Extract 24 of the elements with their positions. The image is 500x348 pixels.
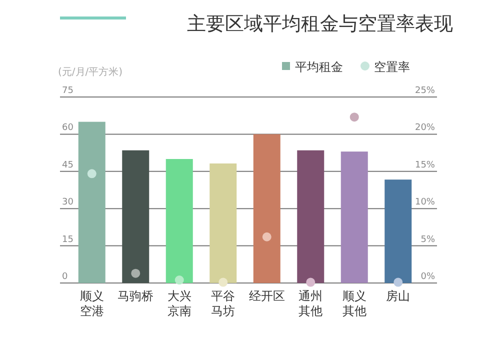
y-tick-label: 15 bbox=[62, 234, 74, 245]
x-tick-label: 房山 bbox=[386, 289, 410, 303]
y-tick-label: 0 bbox=[62, 272, 68, 282]
y-tick-label: 60 bbox=[62, 123, 74, 134]
y2-tick-label: 20% bbox=[414, 123, 436, 134]
x-tick-label: 马驹桥 bbox=[118, 289, 154, 303]
y2-tick-label: 10% bbox=[414, 198, 436, 208]
x-tick-label: 顺义空港 bbox=[80, 289, 104, 318]
x-tick-label: 平谷马坊 bbox=[211, 289, 236, 318]
y-axis-title: (元/月/平方米) bbox=[58, 66, 123, 78]
x-tick-label: 大兴京南 bbox=[167, 289, 192, 318]
y-tick-label: 75 bbox=[62, 86, 74, 96]
y2-tick-label: 25% bbox=[414, 86, 436, 96]
chart-title: 主要区域平均租金与空置率表现 bbox=[187, 13, 453, 35]
y-tick-label: 30 bbox=[62, 198, 74, 208]
legend-label: 空置率 bbox=[374, 60, 410, 74]
y2-tick-label: 5% bbox=[420, 234, 436, 245]
y2-tick-label: 15% bbox=[414, 160, 436, 170]
x-tick-label: 经开区 bbox=[248, 289, 285, 303]
legend-label: 平均租金 bbox=[295, 60, 343, 74]
x-tick-label: 通州其他 bbox=[298, 289, 323, 318]
x-tick-label: 顺义其他 bbox=[342, 289, 366, 318]
y2-tick-label: 0% bbox=[420, 272, 436, 282]
y-tick-label: 45 bbox=[62, 160, 74, 170]
